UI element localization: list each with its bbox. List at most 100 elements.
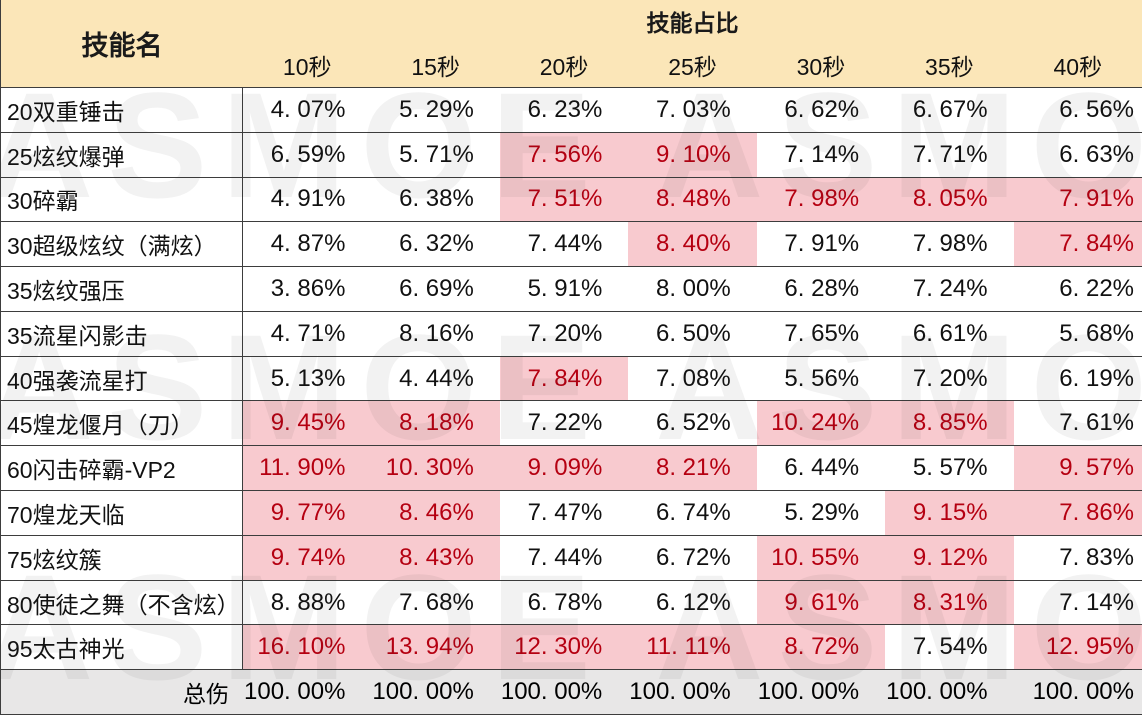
value-cell: 6. 72% — [628, 535, 757, 581]
value-cell: 7. 84% — [1013, 222, 1142, 268]
value-cell: 5. 13% — [243, 356, 372, 402]
value-cell: 8. 05% — [885, 177, 1014, 223]
value-cell: 6. 74% — [628, 491, 757, 536]
value-cell: 16. 10% — [243, 625, 372, 671]
value-cell: 13. 94% — [371, 625, 500, 671]
value-cell: 4. 07% — [243, 88, 372, 133]
value-cell: 8. 72% — [756, 625, 886, 671]
value-cell: 7. 22% — [499, 401, 629, 447]
value-cell: 6. 67% — [885, 88, 1014, 133]
time-header: 15秒 — [411, 53, 460, 80]
skill-name-header: 技能名 — [1, 0, 243, 88]
value-cell: 6. 61% — [885, 311, 1014, 357]
value-cell: 5. 57% — [885, 446, 1014, 492]
value-cell: 8. 43% — [371, 535, 500, 581]
value-cell: 6. 63% — [1013, 132, 1142, 178]
value-cell: 11. 90% — [243, 446, 372, 492]
value-cell: 8. 46% — [371, 491, 500, 536]
value-cell: 7. 61% — [1013, 401, 1142, 447]
value-cell: 6. 19% — [1013, 356, 1142, 402]
value-cell: 7. 08% — [628, 356, 757, 402]
value-cell: 10. 55% — [756, 535, 886, 581]
total-value-cell: 100. 00% — [371, 670, 500, 715]
value-cell: 7. 71% — [885, 132, 1014, 178]
value-cell: 6. 44% — [756, 446, 886, 492]
value-cell: 5. 91% — [499, 267, 629, 312]
value-cell: 7. 65% — [756, 311, 886, 357]
value-cell: 9. 77% — [243, 491, 372, 536]
value-cell: 9. 10% — [628, 132, 757, 178]
value-cell: 6. 52% — [628, 401, 757, 447]
value-cell: 7. 68% — [371, 580, 500, 626]
value-cell: 4. 87% — [243, 222, 372, 268]
value-cell: 7. 54% — [885, 625, 1014, 671]
value-cell: 6. 62% — [756, 88, 886, 133]
value-cell: 7. 03% — [628, 88, 757, 133]
value-cell: 9. 61% — [756, 580, 886, 626]
time-header: 35秒 — [925, 53, 974, 80]
value-cell: 8. 88% — [243, 580, 372, 626]
value-cell: 6. 22% — [1013, 267, 1142, 312]
value-cell: 4. 71% — [243, 311, 372, 357]
table-title: 技能占比 — [646, 10, 739, 36]
value-cell: 8. 40% — [628, 222, 757, 268]
value-cell: 7. 44% — [499, 535, 629, 581]
skill-name: 60闪击碎霸-VP2 — [1, 446, 243, 492]
value-cell: 7. 44% — [499, 222, 629, 268]
value-cell: 4. 91% — [243, 177, 372, 223]
value-cell: 10. 24% — [756, 401, 886, 447]
skill-name: 20双重锤击 — [1, 88, 243, 133]
value-cell: 11. 11% — [628, 625, 757, 671]
value-cell: 7. 56% — [499, 132, 629, 178]
value-cell: 5. 29% — [371, 88, 500, 133]
value-cell: 8. 16% — [371, 311, 500, 357]
value-cell: 7. 24% — [885, 267, 1014, 312]
value-cell: 8. 85% — [885, 401, 1014, 447]
value-cell: 5. 68% — [1013, 311, 1142, 357]
value-cell: 6. 78% — [499, 580, 629, 626]
skill-name: 70煌龙天临 — [1, 491, 243, 536]
value-cell: 8. 18% — [371, 401, 500, 447]
value-cell: 8. 48% — [628, 177, 757, 223]
skill-name: 35炫纹强压 — [1, 267, 243, 312]
total-value-cell: 100. 00% — [628, 670, 757, 715]
value-cell: 7. 98% — [756, 177, 886, 223]
value-cell: 4. 44% — [371, 356, 500, 402]
total-row-label: 总伤 — [1, 670, 243, 715]
skill-name: 45煌龙偃月（刀） — [1, 401, 243, 447]
skill-name: 30超级炫纹（满炫） — [1, 222, 243, 268]
time-headers: 10秒 15秒 20秒 25秒 30秒 35秒 40秒 — [243, 42, 1142, 87]
value-cell: 7. 84% — [499, 356, 629, 402]
total-value-cell: 100. 00% — [243, 670, 372, 715]
value-cell: 5. 29% — [756, 491, 886, 536]
value-cell: 9. 74% — [243, 535, 372, 581]
value-cell: 7. 14% — [756, 132, 886, 178]
time-header: 20秒 — [539, 53, 589, 80]
skill-name: 75炫纹簇 — [1, 535, 243, 581]
value-cell: 9. 57% — [1013, 446, 1142, 492]
value-cell: 7. 91% — [1013, 177, 1142, 223]
value-cell: 7. 47% — [499, 491, 629, 536]
value-cell: 7. 20% — [499, 311, 629, 357]
value-cell: 7. 98% — [885, 222, 1014, 268]
skill-name: 35流星闪影击 — [1, 311, 243, 357]
value-cell: 7. 14% — [1013, 580, 1142, 626]
value-cell: 6. 50% — [628, 311, 757, 357]
value-cell: 6. 56% — [1013, 88, 1142, 133]
value-cell: 6. 12% — [628, 580, 757, 626]
value-cell: 7. 83% — [1013, 535, 1142, 581]
value-cell: 6. 23% — [499, 88, 629, 133]
value-cell: 8. 21% — [628, 446, 757, 492]
table-header: 技能占比 10秒 15秒 20秒 25秒 30秒 35秒 40秒 — [243, 0, 1142, 88]
skill-name: 80使徒之舞（不含炫） — [1, 580, 243, 626]
value-cell: 12. 30% — [499, 625, 629, 671]
value-cell: 6. 69% — [371, 267, 500, 312]
value-cell: 9. 12% — [885, 535, 1014, 581]
value-cell: 6. 32% — [371, 222, 500, 268]
value-cell: 5. 56% — [756, 356, 886, 402]
time-header: 30秒 — [796, 53, 846, 80]
skill-name: 30碎霸 — [1, 177, 243, 223]
time-header: 25秒 — [668, 53, 717, 80]
total-value-cell: 100. 00% — [885, 670, 1014, 715]
